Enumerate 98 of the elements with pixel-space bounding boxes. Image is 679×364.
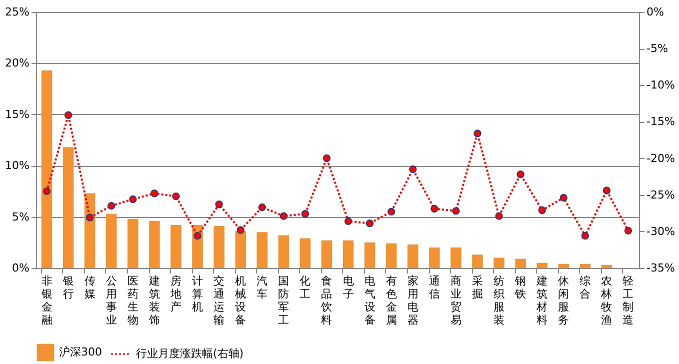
bar — [515, 258, 526, 268]
bar — [149, 220, 160, 268]
x-tick-label: 建筑装饰 — [148, 274, 160, 326]
x-tick-label: 银行 — [62, 274, 74, 300]
bar — [62, 147, 74, 268]
x-tick-label: 综合 — [580, 274, 591, 300]
x-tick-label: 非银金融 — [40, 274, 52, 326]
bar — [106, 214, 117, 268]
x-tick-label: 有色金属 — [386, 274, 397, 326]
y2-tick-label: 0% — [646, 6, 664, 18]
bar — [235, 231, 246, 268]
x-tick-label: 轻工制造 — [622, 274, 634, 326]
y2-tick-label: -35% — [646, 262, 675, 274]
y-tick-label: 0% — [12, 262, 30, 274]
point — [624, 226, 632, 235]
point — [42, 187, 51, 196]
legend-label: 沪深300 — [59, 346, 102, 358]
bar — [429, 248, 440, 268]
point — [602, 186, 611, 194]
y2-tick-label: -30% — [646, 224, 675, 238]
y2-tick-label: -15% — [646, 115, 675, 128]
x-tick-label: 交通运输 — [214, 274, 225, 326]
x-tick-label: 采掘 — [472, 274, 483, 300]
y2-tick-label: -5% — [646, 42, 668, 56]
bar — [342, 240, 354, 268]
point — [474, 130, 482, 138]
x-tick-label: 房地产 — [169, 274, 182, 314]
point — [150, 190, 158, 198]
point — [430, 204, 438, 213]
x-tick-label: 休闲服务 — [558, 274, 570, 326]
point — [344, 217, 352, 226]
point — [258, 203, 266, 212]
x-tick-label: 电气设备 — [364, 274, 376, 326]
point — [108, 202, 116, 210]
legend-label: 行业月度涨跌幅(右轴) — [136, 347, 244, 360]
point — [194, 232, 202, 240]
bar — [494, 258, 504, 268]
point — [280, 212, 288, 220]
bar — [536, 262, 548, 268]
point — [172, 192, 180, 200]
y-tick-label: 20% — [5, 56, 30, 70]
y2-tick-label: -20% — [646, 152, 675, 165]
point — [129, 195, 137, 204]
x-tick-label: 建筑材料 — [536, 274, 548, 326]
x-tick-label: 家用电器 — [407, 274, 418, 326]
x-tick-label: 通信 — [428, 274, 440, 300]
x-tick-label: 食品饮料 — [320, 274, 332, 326]
bar — [407, 244, 418, 268]
x-tick-label: 医药生物 — [127, 274, 138, 326]
point — [236, 226, 244, 234]
x-tick-label: 汽车 — [256, 274, 268, 300]
point — [301, 210, 310, 218]
x-tick-label: 钢铁 — [514, 274, 526, 300]
x-tick-label: 传媒 — [84, 274, 96, 300]
bar — [300, 238, 311, 268]
point — [495, 212, 503, 220]
y-tick-label: 15% — [5, 108, 30, 121]
point — [516, 170, 524, 178]
x-tick-label: 计算机 — [192, 274, 204, 314]
bar — [128, 218, 138, 268]
y-tick-label: 25% — [5, 6, 30, 18]
y-tick-label: 10% — [5, 159, 30, 172]
x-tick-label: 公用事业 — [106, 274, 117, 326]
x-tick-label: 农林牧渔 — [600, 274, 612, 326]
x-tick-label: 商业贸易 — [450, 274, 462, 326]
y2-tick-label: -25% — [646, 188, 675, 202]
bar — [472, 254, 483, 268]
bar — [41, 70, 52, 268]
point — [409, 165, 417, 174]
point — [452, 207, 460, 215]
y2-tick-label: -10% — [646, 78, 675, 92]
bar — [278, 235, 290, 268]
y-tick-label: 5% — [12, 210, 30, 224]
point — [64, 111, 72, 119]
x-tick-label: 机械设备 — [235, 274, 246, 326]
bar — [364, 242, 376, 268]
x-tick-label: 国防军工 — [278, 274, 290, 326]
bar — [256, 232, 268, 268]
bar — [214, 226, 224, 268]
x-tick-label: 电子 — [342, 274, 354, 300]
point — [560, 194, 568, 202]
bar — [386, 243, 397, 268]
bar — [558, 264, 570, 268]
point — [322, 154, 331, 162]
x-tick-label: 纺织服装 — [494, 274, 505, 326]
bar — [601, 264, 612, 268]
x-tick-label: 化工 — [300, 274, 311, 300]
point — [387, 208, 396, 216]
bar — [450, 248, 462, 268]
bar — [84, 193, 96, 268]
point — [86, 214, 94, 222]
bar — [580, 264, 591, 268]
point — [366, 220, 374, 228]
point — [581, 232, 590, 240]
point — [538, 206, 546, 214]
bar — [321, 240, 332, 268]
bar — [170, 224, 182, 268]
point — [215, 200, 223, 208]
